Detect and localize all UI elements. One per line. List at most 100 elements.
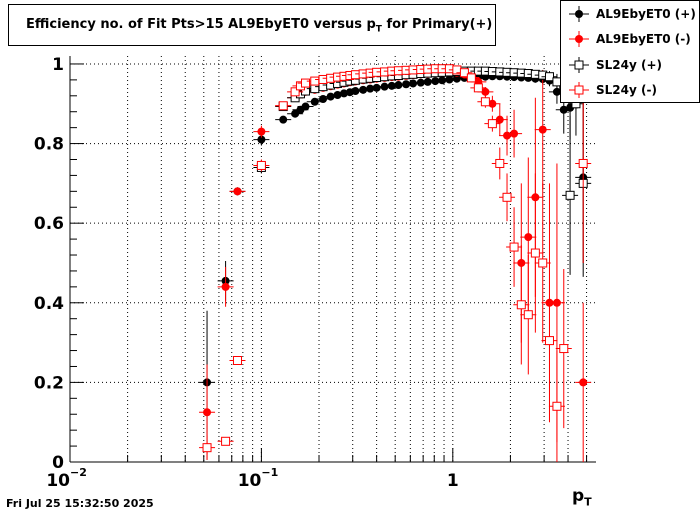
point-0-4 <box>279 115 288 124</box>
y-tick-label-1: 0.2 <box>34 373 64 393</box>
point-3-33 <box>487 119 497 129</box>
legend: AL9EbyET0 (+) AL9EbyET0 (-) SL24y (+) SL… <box>560 0 700 103</box>
point-3-5 <box>290 87 300 97</box>
legend-entry-2: SL24y (+) <box>561 55 700 75</box>
x-axis-label-main: p <box>572 486 585 506</box>
series-3 <box>199 63 592 462</box>
point-3-14 <box>350 70 360 80</box>
axes <box>69 56 596 463</box>
point-0-7 <box>301 102 310 111</box>
x-tick-label-0: 10 <box>46 471 70 491</box>
point-3-7 <box>301 78 311 88</box>
point-3-35 <box>502 192 512 202</box>
title-tail: for Primary(+) <box>381 17 493 32</box>
point-3-0 <box>202 443 212 453</box>
point-2-41 <box>565 190 575 200</box>
legend-entry-0: AL9EbyET0 (+) <box>561 4 700 24</box>
y-tick-label-2: 0.4 <box>34 294 64 314</box>
y-tick-label-4: 0.8 <box>34 135 64 155</box>
y-tick-label-3: 0.6 <box>34 214 64 234</box>
point-1-36 <box>510 129 519 138</box>
x-axis-label-subscript: T <box>584 495 592 509</box>
legend-marker-2 <box>569 57 589 73</box>
point-3-30 <box>466 73 476 83</box>
point-1-3 <box>257 127 266 136</box>
point-1-2 <box>233 187 242 196</box>
x-axis-label: pT <box>572 486 592 508</box>
point-3-9 <box>318 74 328 84</box>
point-3-42 <box>552 401 562 411</box>
point-3-2 <box>232 356 242 365</box>
title-main: Efficiency no. of Fit Pts>15 AL9EbyET0 v… <box>26 17 376 32</box>
title-subscript: T <box>375 24 382 35</box>
legend-entry-3: SL24y (-) <box>561 80 700 100</box>
point-1-32 <box>481 87 490 96</box>
legend-label-2: SL24y (+) <box>596 58 663 72</box>
point-3-4 <box>278 101 288 111</box>
y-tick-label-5: 1 <box>52 55 64 75</box>
legend-marker-0 <box>569 6 589 22</box>
point-0-15 <box>359 85 368 94</box>
point-3-29 <box>459 68 469 78</box>
point-1-38 <box>524 233 533 242</box>
point-0-12 <box>339 89 348 98</box>
point-3-41 <box>544 336 554 346</box>
point-1-1 <box>221 282 230 291</box>
point-1-35 <box>503 131 512 140</box>
point-3-34 <box>495 158 505 168</box>
point-0-24 <box>423 77 432 86</box>
point-0-21 <box>402 80 411 89</box>
point-3-32 <box>480 97 490 107</box>
point-0-26 <box>438 76 447 85</box>
legend-marker-1 <box>569 31 589 47</box>
point-3-8 <box>310 76 320 86</box>
chart-title: Efficiency no. of Fit Pts>15 AL9EbyET0 v… <box>8 4 496 46</box>
series-2 <box>253 66 592 275</box>
point-0-8 <box>310 97 319 106</box>
point-3-39 <box>530 248 540 258</box>
point-0-16 <box>366 84 375 93</box>
point-3-37 <box>516 300 526 310</box>
legend-entry-1: AL9EbyET0 (-) <box>561 29 700 49</box>
point-3-44 <box>578 158 588 168</box>
point-1-34 <box>495 115 504 124</box>
x-tick-label-2: 1 <box>447 471 459 491</box>
point-3-43 <box>559 344 569 354</box>
point-1-40 <box>538 125 547 134</box>
x-tick-label-exp-1: −1 <box>261 466 278 479</box>
point-3-40 <box>538 258 548 268</box>
point-1-43 <box>579 378 588 387</box>
point-0-3 <box>257 135 266 144</box>
point-3-3 <box>256 160 266 170</box>
point-2-38 <box>544 72 554 82</box>
point-3-1 <box>221 436 231 446</box>
point-0-22 <box>409 79 418 88</box>
data-marks <box>199 57 592 462</box>
legend-label-1: AL9EbyET0 (-) <box>596 32 691 46</box>
point-0-10 <box>326 92 335 101</box>
grid-lines <box>70 56 596 463</box>
point-0-28 <box>452 74 461 83</box>
point-0-20 <box>394 81 403 90</box>
point-3-31 <box>473 83 483 93</box>
point-3-38 <box>523 310 533 320</box>
x-tick-label-exp-0: −2 <box>70 466 87 479</box>
point-0-27 <box>445 75 454 84</box>
point-0-18 <box>380 82 389 91</box>
point-0-23 <box>416 78 425 87</box>
timestamp-footer: Fri Jul 25 15:32:50 2025 <box>6 497 154 510</box>
x-tick-label-1: 10 <box>238 471 262 491</box>
legend-label-0: AL9EbyET0 (+) <box>596 7 696 21</box>
point-0-19 <box>387 81 396 90</box>
point-1-0 <box>203 408 212 417</box>
point-0-25 <box>431 77 440 86</box>
point-1-42 <box>552 298 561 307</box>
y-tick-label-0: 0 <box>52 453 64 473</box>
point-0-17 <box>372 83 381 92</box>
legend-label-3: SL24y (-) <box>596 83 657 97</box>
point-3-27 <box>444 64 454 74</box>
point-3-36 <box>509 242 519 252</box>
legend-marker-3 <box>569 82 589 98</box>
